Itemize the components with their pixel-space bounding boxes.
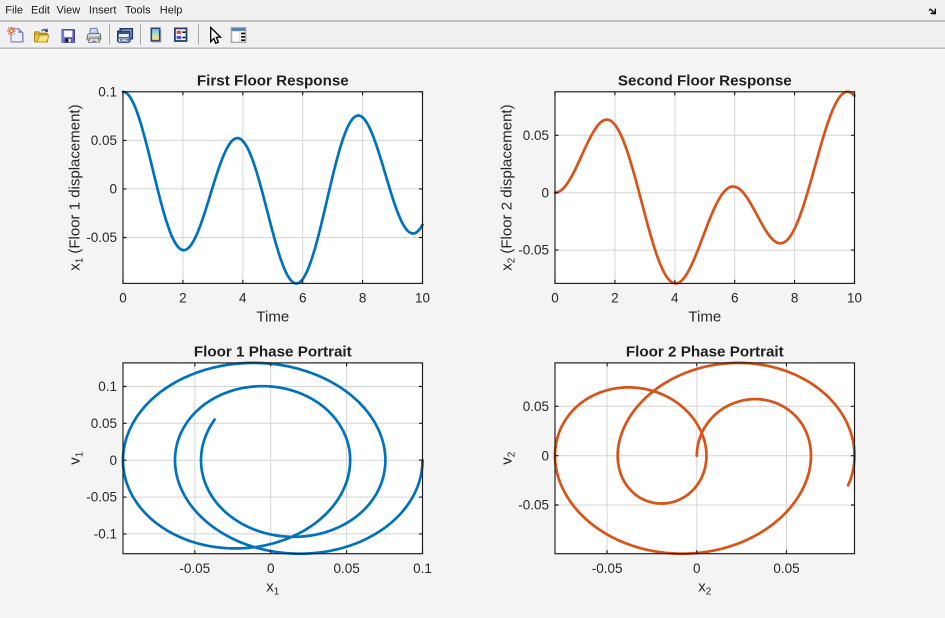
svg-text:0.05: 0.05 [333,561,359,576]
svg-text:-0.05: -0.05 [86,490,117,505]
svg-text:Floor 1 Phase Portrait: Floor 1 Phase Portrait [194,344,352,361]
svg-text:0: 0 [541,448,549,463]
svg-text:0: 0 [551,291,559,306]
svg-text:2: 2 [179,291,187,306]
svg-text:6: 6 [299,291,307,306]
svg-text:x1​ (Floor 1 displacement): x1​ (Floor 1 displacement) [67,104,86,270]
svg-text:0: 0 [541,185,549,200]
svg-text:-0.05: -0.05 [179,561,210,576]
svg-text:0.05: 0.05 [91,416,117,431]
svg-text:Time: Time [256,308,289,325]
svg-text:0.05: 0.05 [773,561,799,576]
svg-text:-0.05: -0.05 [518,243,549,258]
svg-text:0.05: 0.05 [91,133,117,148]
svg-text:Tools: Tools [125,5,151,17]
svg-text:6: 6 [731,291,739,306]
svg-text:View: View [57,5,81,17]
svg-text:0.1: 0.1 [413,561,432,576]
svg-text:File: File [5,5,23,17]
svg-text:0: 0 [267,561,275,576]
svg-text:0: 0 [693,561,701,576]
svg-text:2: 2 [611,291,619,306]
svg-text:8: 8 [791,291,799,306]
svg-text:4: 4 [239,291,247,306]
svg-text:Time: Time [688,308,721,325]
svg-text:10: 10 [847,291,862,306]
svg-text:0.1: 0.1 [98,379,117,394]
svg-text:First Floor Response: First Floor Response [197,73,349,90]
svg-text:0.05: 0.05 [523,399,549,414]
svg-text:Floor 2 Phase Portrait: Floor 2 Phase Portrait [626,344,784,361]
svg-text:Edit: Edit [31,5,50,17]
svg-text:0: 0 [109,182,117,197]
svg-text:8: 8 [359,291,367,306]
svg-text:Help: Help [160,5,183,17]
svg-text:0.1: 0.1 [98,84,117,99]
svg-text:-0.1: -0.1 [94,527,117,542]
svg-text:4: 4 [671,291,679,306]
svg-text:x2​ (Floor 2 displacement): x2​ (Floor 2 displacement) [499,104,518,270]
svg-text:10: 10 [415,291,430,306]
svg-text:-0.05: -0.05 [592,561,623,576]
svg-text:Second Floor Response: Second Floor Response [618,73,792,90]
svg-text:-0.05: -0.05 [86,230,117,245]
svg-text:0: 0 [109,453,117,468]
svg-text:-0.05: -0.05 [518,498,549,513]
svg-text:Insert: Insert [89,5,117,17]
svg-text:0.05: 0.05 [523,128,549,143]
svg-text:0: 0 [119,291,127,306]
